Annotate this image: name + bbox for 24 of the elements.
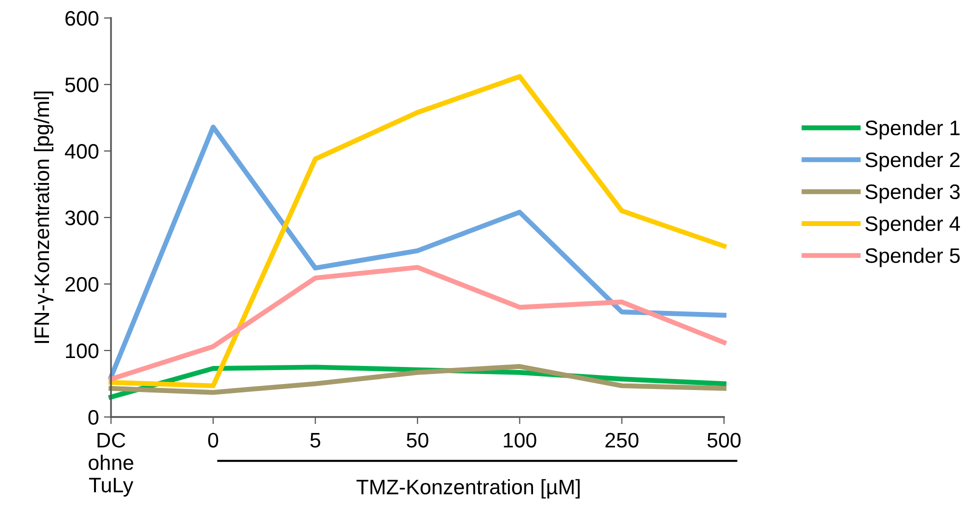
y-tick-label: 600 <box>65 11 98 26</box>
y-tick-label: 500 <box>65 78 98 92</box>
y-tick-label: 300 <box>65 210 98 226</box>
legend-label: Spender 4 <box>865 216 960 236</box>
legend-label: Spender 5 <box>865 248 960 268</box>
y-tick-label: 0 <box>88 410 98 425</box>
line-series <box>108 74 726 388</box>
line-series <box>108 124 726 380</box>
x-tick-label: DC ohne TuLy <box>88 432 134 497</box>
y-axis-title: IFN-γ-Konzentration [pg/ml] <box>34 92 54 343</box>
x-tick-label: 50 <box>406 432 428 448</box>
legend-label: Spender 3 <box>865 184 960 204</box>
x-tick-label: 250 <box>606 432 638 448</box>
x-tick-label: 500 <box>707 432 741 448</box>
legend-label: Spender 1 <box>865 120 960 140</box>
x-tick-label: 100 <box>504 432 536 448</box>
legend-label: Spender 2 <box>865 152 960 172</box>
x-axis-title: TMZ-Konzentration [µM] <box>356 479 580 499</box>
x-tick-label: 5 <box>310 433 320 448</box>
y-tick-label: 400 <box>64 144 98 159</box>
line-series <box>108 264 726 382</box>
x-tick-label: 0 <box>208 432 218 448</box>
y-tick-label: 200 <box>65 277 98 292</box>
y-tick-label: 100 <box>66 344 98 358</box>
